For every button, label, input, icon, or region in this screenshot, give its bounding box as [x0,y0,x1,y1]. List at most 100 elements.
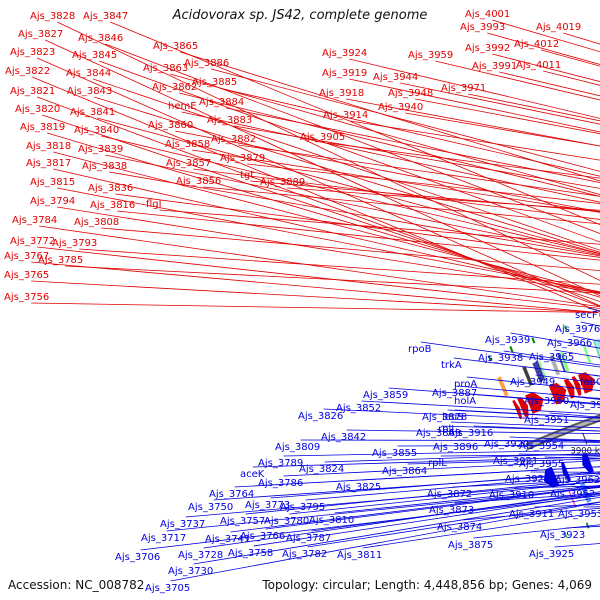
forward-cds-arrow [517,397,529,418]
forward-gene-label: Ajs_3815 [30,177,75,188]
reverse-leader-line [324,452,600,463]
forward-leader-line [42,114,600,302]
reverse-leader-line [185,480,600,518]
scale-label: 3900 kbp [570,446,600,456]
forward-gene-label: Ajs_3862 [152,82,197,93]
forward-gene-label: hemE [168,101,197,112]
feature-band [582,343,592,364]
reverse-gene-label: leuS [442,412,464,423]
map-title: Acidovorax sp. JS42, complete genome [172,8,428,23]
forward-gene-label: Ajs_3839 [78,144,123,155]
forward-leader-line [57,187,600,293]
reverse-leader-line [283,460,600,477]
forward-gene-label: Ajs_3914 [323,110,368,121]
forward-leader-line [405,112,600,147]
rna-tick [531,337,536,344]
forward-gene-label: Ajs_3821 [10,86,55,97]
feature-band [522,366,534,386]
forward-cds-arrow [548,382,567,405]
forward-gene-label: Ajs_3863 [143,63,188,74]
forward-gene-label: Ajs_3765 [4,270,49,281]
rna-tick [509,346,514,353]
forward-gene-label: Ajs_3883 [207,115,252,126]
forward-gene-label: Ajs_3959 [408,50,453,61]
reverse-gene-label: Ajs_3842 [321,432,366,443]
reverse-leader-line [458,439,600,443]
forward-gene-label: Ajs_3767 [4,251,49,262]
reverse-gene-label: Ajs_3965 [529,352,574,363]
reverse-leader-line [441,425,600,432]
reverse-gene-label: Ajs_3923 [540,530,585,541]
forward-gene-label: Ajs_3808 [74,217,119,228]
forward-leader-line [31,280,599,313]
reverse-gene-label: Ajs_3949 [510,377,555,388]
forward-gene-label: Ajs_3924 [322,48,367,59]
reverse-gene-label: Ajs_3962 [555,475,600,486]
reverse-gene-label: Ajs_3864 [382,466,427,477]
reverse-gene-label: Ajs_3705 [145,583,190,594]
forward-leader-line [45,39,600,297]
rna-tick [563,531,568,538]
reverse-gene-label: trkA [441,360,462,371]
forward-gene-label: Ajs_3822 [5,66,50,77]
feature-band [532,361,546,382]
reverse-gene-label: Ajs_3910 [489,490,534,501]
feature-band [538,360,548,380]
reverse-gene-label: Ajs_3773 [245,500,290,511]
forward-gene-label: Ajs_3845 [72,50,117,61]
reverse-gene-label: Ajs_3896 [433,442,478,453]
forward-leader-line [99,60,600,243]
reverse-leader-line [323,408,600,422]
forward-gene-label: Ajs_3756 [4,292,49,303]
forward-gene-label: Ajs_3860 [148,120,193,131]
forward-leader-line [117,210,600,261]
reverse-gene-label: Ajs_3875 [448,540,493,551]
forward-leader-line [109,171,600,257]
forward-leader-line [211,68,600,172]
reverse-leader-line [466,393,600,405]
reverse-gene-label: Ajs_3922 [505,474,550,485]
forward-leader-line [31,261,599,313]
reverse-leader-line [420,341,600,368]
reverse-gene-label: Ajs_3951 [524,415,569,426]
gene-labels: Ajs_3828 Ajs_3847 Ajs_3827 Ajs_3846 Ajs_3823… [4,9,600,594]
forward-leader-line [105,154,600,256]
forward-gene-label: Ajs_3865 [153,41,198,52]
forward-gene-label: Ajs_3840 [74,125,119,136]
forward-gene-label: Ajs_3784 [12,215,57,226]
forward-gene-label: Ajs_3971 [441,83,486,94]
forward-leader-line [415,98,600,135]
forward-gene-label: tgt [240,170,254,181]
forward-gene-label: Ajs_3838 [82,161,127,172]
forward-gene-label: Ajs_3836 [88,183,133,194]
forward-gene-label: Ajs_3820 [15,104,60,115]
forward-gene-label: Ajs_3944 [373,72,418,83]
forward-gene-label: Ajs_3818 [26,141,71,152]
forward-leader-line [37,246,600,309]
forward-leader-line [250,180,600,212]
reverse-leader-line [230,485,600,533]
forward-gene-label: Ajs_3823 [10,47,55,58]
reverse-gene-label: Ajs_3717 [141,533,186,544]
reverse-gene-label: Ajs_3852 [336,403,381,414]
reverse-leader-line [193,496,600,565]
forward-gene-label: Ajs_3847 [83,11,128,22]
forward-leader-line [192,149,600,213]
genome-summary-text: Topology: circular; Length: 4,448,856 bp… [262,578,592,592]
forward-gene-label: flgI [146,199,162,210]
reverse-gene-label: Ajs_3782 [282,549,327,560]
forward-leader-line [115,193,600,258]
forward-gene-label: Ajs_3905 [300,132,345,143]
reverse-leader-line [407,458,600,465]
reverse-gene-label: Ajs_3780 [264,516,309,527]
forward-leader-line [101,135,600,255]
reverse-gene-label: Ajs_3706 [115,552,160,563]
forward-leader-line [219,87,600,177]
forward-gene-label: Ajs_3841 [70,107,115,118]
reverse-leader-line [447,409,600,419]
forward-leader-line [110,21,600,226]
feature-band [579,482,592,503]
forward-gene-label: Ajs_4011 [516,60,561,71]
forward-gene-label: Ajs_3885 [192,77,237,88]
reverse-gene-label: Ajs_3939 [485,335,530,346]
